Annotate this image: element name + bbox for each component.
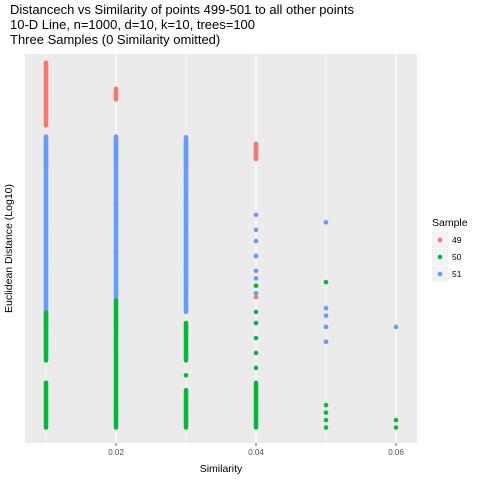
data-point-series-51	[253, 276, 259, 281]
data-point-series-51	[323, 305, 329, 311]
plot-panel	[25, 54, 417, 443]
chart-title: Distancech vs Similarity of points 499-5…	[10, 2, 354, 17]
data-point-series-50	[253, 350, 259, 356]
chart-subtitle: 10-D Line, n=1000, d=10, k=10, trees=100	[10, 17, 256, 32]
data-point-series-49	[253, 294, 259, 300]
data-point-series-51	[323, 220, 329, 225]
legend-key-51	[437, 271, 443, 277]
data-point-series-51	[113, 134, 119, 139]
data-point-series-50	[323, 410, 329, 415]
data-point-series-50	[253, 283, 259, 289]
data-point-series-50	[253, 320, 259, 326]
data-point-series-50	[323, 279, 329, 285]
data-point-series-51	[253, 227, 259, 233]
data-point-series-50	[323, 425, 329, 430]
data-point-series-51	[253, 238, 259, 244]
data-point-series-49	[253, 141, 259, 147]
data-point-series-50	[183, 373, 189, 378]
x-tick-label: 0.04	[248, 448, 264, 457]
data-point-series-49	[113, 86, 119, 92]
data-point-series-51	[323, 313, 329, 318]
data-point-series-50	[113, 298, 119, 304]
data-point-series-50	[393, 425, 399, 430]
data-point-series-51	[323, 324, 329, 330]
data-point-series-51	[323, 339, 329, 345]
data-point-series-50	[253, 365, 259, 371]
x-tick-label: 0.06	[388, 448, 404, 457]
legend-title: Sample	[432, 217, 468, 229]
data-point-series-51	[253, 290, 259, 296]
y-axis-label: Euclidean Distance (Log10)	[3, 184, 15, 313]
data-point-series-51	[393, 324, 399, 330]
legend-label-49: 49	[452, 235, 462, 245]
legend: Sample 49 50 51	[432, 217, 468, 282]
data-point-series-50	[183, 387, 189, 393]
data-point-series-51	[43, 134, 49, 139]
data-point-series-50	[253, 335, 259, 341]
data-point-series-50	[183, 320, 189, 326]
data-point-series-49	[43, 60, 49, 66]
legend-label-50: 50	[452, 252, 462, 262]
chart-subtitle-2: Three Samples (0 Similarity omitted)	[10, 32, 221, 47]
data-point-series-50	[393, 417, 399, 423]
data-points	[43, 60, 399, 430]
x-axis-label: Similarity	[200, 463, 243, 475]
data-point-series-50	[253, 309, 259, 315]
data-point-series-51	[183, 135, 189, 140]
data-point-series-50	[43, 310, 49, 315]
data-point-series-50	[253, 380, 259, 386]
axes: 0.02 0.04 0.06	[108, 443, 404, 457]
data-point-series-51	[253, 268, 259, 274]
data-point-series-50	[323, 402, 329, 408]
legend-key-50	[437, 254, 443, 260]
legend-key-49	[437, 237, 443, 243]
data-point-series-50	[43, 380, 49, 386]
data-point-series-51	[253, 212, 259, 218]
legend-label-51: 51	[452, 269, 462, 279]
data-point-series-51	[253, 253, 259, 259]
data-point-series-50	[323, 417, 329, 423]
x-tick-label: 0.02	[108, 448, 124, 457]
